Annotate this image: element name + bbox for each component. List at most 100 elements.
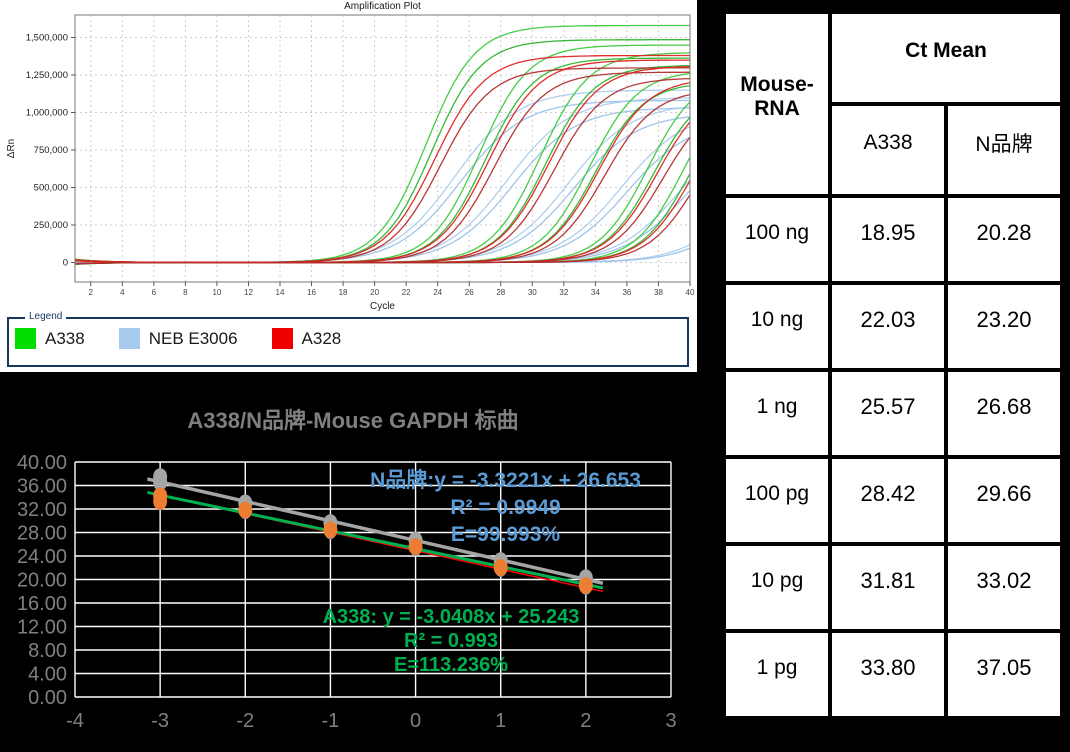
row-label: 100 ng <box>722 194 832 285</box>
a338-color-swatch-icon <box>15 328 36 349</box>
svg-text:38: 38 <box>654 288 663 297</box>
svg-text:8: 8 <box>183 288 188 297</box>
ct-value: 23.20 <box>944 281 1064 372</box>
svg-text:Cycle: Cycle <box>370 301 395 312</box>
ct-value: 18.95 <box>828 194 948 285</box>
a338-regression-annotation: A338: y = -3.0408x + 25.243 R² = 0.993 E… <box>276 605 626 677</box>
table-row: 100 pg 28.42 29.66 <box>722 455 1064 546</box>
ct-value: 33.80 <box>828 629 948 720</box>
standard-curve-chart: 40.0036.0032.0028.0024.0020.0016.0012.00… <box>17 452 677 732</box>
svg-text:30: 30 <box>528 288 537 297</box>
svg-text:2: 2 <box>89 288 94 297</box>
amplification-plot-panel: Amplification Plot 2 4 6 8 10 12 14 16 18 20 22 24 2… <box>0 0 697 372</box>
svg-text:-2: -2 <box>236 710 254 732</box>
row-label: 100 pg <box>722 455 832 546</box>
table-col-header-a338: A338 <box>828 102 948 198</box>
ct-value: 31.81 <box>828 542 948 633</box>
amplification-plot-chart: 2 4 6 8 10 12 14 16 18 20 22 24 26 28 30 32 34 36 38 400250… <box>6 14 695 312</box>
a338-efficiency: E=113.236% <box>394 654 508 676</box>
table-row-header: Mouse-RNA <box>722 10 832 198</box>
svg-text:3: 3 <box>665 710 676 732</box>
table-row: 1 pg 33.80 37.05 <box>722 629 1064 720</box>
svg-text:28.00: 28.00 <box>17 523 67 545</box>
table-row: 10 pg 31.81 33.02 <box>722 542 1064 633</box>
svg-text:10: 10 <box>212 288 221 297</box>
ct-value: 28.42 <box>828 455 948 546</box>
table-group-header: Ct Mean <box>828 10 1064 106</box>
svg-text:20: 20 <box>370 288 379 297</box>
ct-value: 25.57 <box>828 368 948 459</box>
svg-text:28: 28 <box>496 288 505 297</box>
svg-text:1,250,000: 1,250,000 <box>26 70 68 81</box>
svg-text:-3: -3 <box>151 710 169 732</box>
svg-text:8.00: 8.00 <box>28 640 67 662</box>
ct-value: 33.02 <box>944 542 1064 633</box>
legend-item-neb-e3006: NEB E3006 <box>118 328 238 349</box>
legend-label-neb-e3006: NEB E3006 <box>148 328 238 348</box>
table-row: 1 ng 25.57 26.68 <box>722 368 1064 459</box>
svg-text:18: 18 <box>339 288 348 297</box>
svg-text:32: 32 <box>559 288 568 297</box>
a328-color-swatch-icon <box>271 328 293 349</box>
legend-item-a338: A338 <box>15 328 85 349</box>
svg-text:24.00: 24.00 <box>17 546 67 568</box>
svg-text:16.00: 16.00 <box>17 593 67 615</box>
svg-text:12: 12 <box>244 288 253 297</box>
legend-items: A338 NEB E3006 A328 <box>9 319 687 349</box>
ct-mean-table: Mouse-RNA Ct Mean A338 N品牌 100 ng 18.95 … <box>722 10 1064 720</box>
n-brand-regression-annotation: N品牌:y = -3.3221x + 26.653 R² = 0.9949 E=… <box>328 467 683 548</box>
ct-value: 26.68 <box>944 368 1064 459</box>
ct-value: 22.03 <box>828 281 948 372</box>
table-col-header-n-brand: N品牌 <box>944 102 1064 198</box>
svg-text:26: 26 <box>465 288 474 297</box>
ct-value: 20.28 <box>944 194 1064 285</box>
neb-e3006-color-swatch-icon <box>118 328 140 349</box>
svg-text:16: 16 <box>307 288 316 297</box>
a338-r-squared: R² = 0.993 <box>404 630 498 652</box>
svg-text:-1: -1 <box>322 710 340 732</box>
row-label: 10 ng <box>722 281 832 372</box>
svg-text:20.00: 20.00 <box>17 570 67 592</box>
svg-text:36: 36 <box>622 288 631 297</box>
svg-text:24: 24 <box>433 288 442 297</box>
legend-box-title: Legend <box>25 311 67 322</box>
svg-text:34: 34 <box>591 288 600 297</box>
svg-text:1,500,000: 1,500,000 <box>26 33 68 44</box>
svg-text:22: 22 <box>402 288 411 297</box>
svg-text:36.00: 36.00 <box>17 476 67 498</box>
n-brand-r-squared: R² = 0.9949 <box>450 496 561 519</box>
svg-text:12.00: 12.00 <box>17 617 67 639</box>
standard-curve-panel: 40.00 36.00 32.00 28.00 24.00 20.00 16.00 12.00… <box>0 385 710 752</box>
ct-value: 29.66 <box>944 455 1064 546</box>
table-row: 100 ng 18.95 20.28 <box>722 194 1064 285</box>
svg-text:1,000,000: 1,000,000 <box>26 108 68 119</box>
svg-text:6: 6 <box>152 288 157 297</box>
svg-text:0: 0 <box>410 710 421 732</box>
n-brand-equation: N品牌:y = -3.3221x + 26.653 <box>370 469 641 492</box>
svg-text:-4: -4 <box>66 710 84 732</box>
a338-equation: A338: y = -3.0408x + 25.243 <box>322 606 580 628</box>
standard-curve-title: A338/N品牌-Mouse GAPDH 标曲 <box>187 408 519 433</box>
svg-text:0.00: 0.00 <box>28 687 67 709</box>
amplification-legend: Legend A338 NEB E3006 A328 <box>7 311 689 367</box>
svg-text:0: 0 <box>63 258 68 269</box>
svg-text:40: 40 <box>686 288 695 297</box>
svg-text:4: 4 <box>120 288 125 297</box>
svg-text:32.00: 32.00 <box>17 499 67 521</box>
svg-text:4.00: 4.00 <box>28 664 67 686</box>
svg-text:ΔRn: ΔRn <box>6 139 17 158</box>
table-row: 10 ng 22.03 23.20 <box>722 281 1064 372</box>
svg-text:40.00: 40.00 <box>17 452 67 474</box>
svg-text:750,000: 750,000 <box>34 145 68 156</box>
svg-text:2: 2 <box>580 710 591 732</box>
ct-value: 37.05 <box>944 629 1064 720</box>
n-brand-efficiency: E=99.993% <box>450 523 561 546</box>
row-label: 10 pg <box>722 542 832 633</box>
legend-label-a338: A338 <box>45 328 85 348</box>
legend-item-a328: A328 <box>271 328 342 349</box>
svg-text:250,000: 250,000 <box>34 220 68 231</box>
row-label: 1 ng <box>722 368 832 459</box>
svg-text:500,000: 500,000 <box>34 183 68 194</box>
legend-label-a328: A328 <box>301 328 342 348</box>
